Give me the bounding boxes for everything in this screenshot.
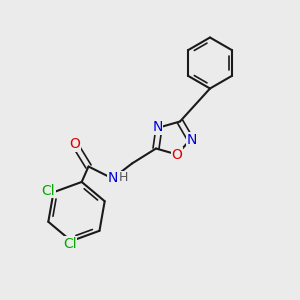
Text: O: O <box>70 137 80 151</box>
Text: Cl: Cl <box>63 237 76 251</box>
Text: Cl: Cl <box>41 184 55 198</box>
Text: H: H <box>119 171 129 184</box>
Text: N: N <box>187 133 197 146</box>
Text: O: O <box>172 148 182 162</box>
Text: N: N <box>152 120 163 134</box>
Text: N: N <box>108 171 118 185</box>
